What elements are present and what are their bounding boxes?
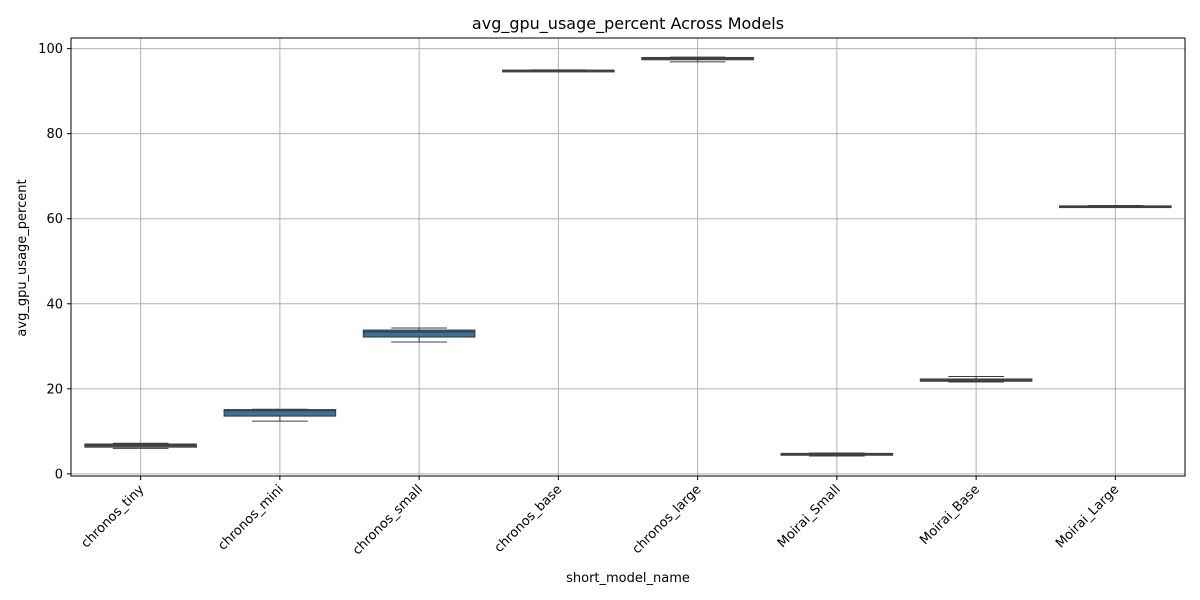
y-tick-label: 0 bbox=[55, 467, 63, 482]
x-tick-label: chronos_large bbox=[630, 482, 705, 557]
box-series bbox=[84, 56, 1172, 457]
x-tick-label: Moirai_Large bbox=[1053, 482, 1122, 551]
y-tick-label: 40 bbox=[46, 297, 63, 312]
box-chronos_base bbox=[502, 69, 615, 73]
x-tick-label: chronos_tiny bbox=[78, 482, 147, 551]
box-iqr bbox=[362, 329, 476, 338]
y-tick-label: 80 bbox=[46, 127, 63, 142]
x-tick-label: Moirai_Base bbox=[917, 482, 983, 548]
chart-title: avg_gpu_usage_percent Across Models bbox=[472, 14, 784, 34]
plot-frame bbox=[70, 37, 1186, 477]
x-tick-label: chronos_mini bbox=[215, 482, 286, 553]
box-Moirai_Large bbox=[1059, 205, 1172, 209]
box-Moirai_Base bbox=[919, 375, 1033, 383]
box-chronos_large bbox=[641, 56, 754, 63]
x-tick-label: chronos_small bbox=[350, 482, 426, 558]
x-tick-label: chronos_base bbox=[492, 482, 565, 555]
box-Moirai_Small bbox=[780, 452, 894, 457]
box-iqr bbox=[223, 409, 337, 417]
grid-lines bbox=[71, 38, 1185, 476]
y-tick-label: 100 bbox=[38, 42, 63, 57]
box-chronos_small bbox=[362, 327, 476, 343]
x-axis: chronos_tiny chronos_mini chronos_small chr… bbox=[78, 476, 1122, 558]
y-axis: 0 20 40 60 80 100 bbox=[38, 42, 71, 482]
x-axis-label: short_model_name bbox=[566, 571, 690, 586]
y-tick-label: 20 bbox=[46, 382, 63, 397]
box-chronos_tiny bbox=[84, 442, 197, 449]
x-tick-label: Moirai_Small bbox=[775, 482, 844, 551]
y-axis-label: avg_gpu_usage_percent bbox=[15, 179, 30, 336]
box-chronos_mini bbox=[223, 408, 337, 422]
y-tick-label: 60 bbox=[46, 212, 63, 227]
